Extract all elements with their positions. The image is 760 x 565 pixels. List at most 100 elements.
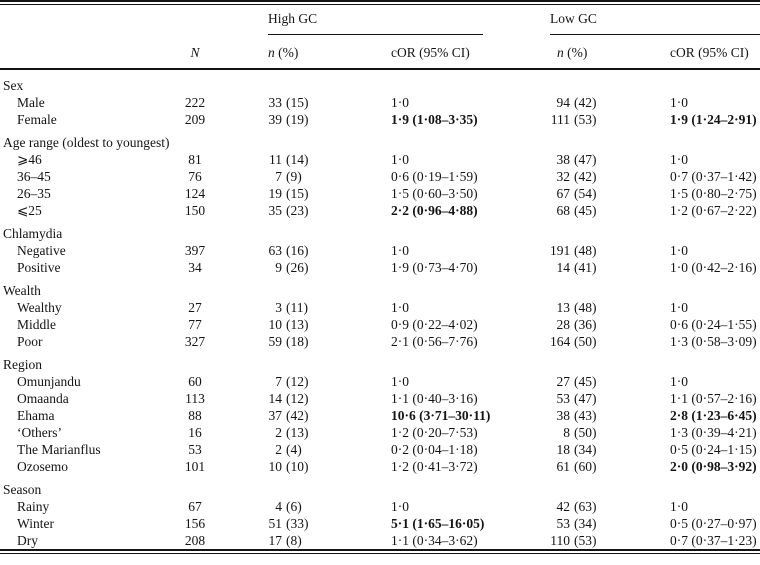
table-row: Ehama 88 37 (42) 10·6 (3·71–30·11) 38 (43)… <box>0 407 760 424</box>
cell-low-n-pct: 8 (50) <box>550 424 666 441</box>
row-label: ‘Others’ <box>17 425 62 440</box>
low-pct-value: (34) <box>574 516 597 531</box>
cell-n-total: 27 <box>188 300 202 315</box>
high-pct-value: (13) <box>286 317 309 332</box>
cell-high-cor: 1·1 (0·40–3·16) <box>391 391 478 406</box>
table-row: ‘Others’ 16 2 (13) 1·2 (0·20–7·53) 8 (50) … <box>0 424 760 441</box>
low-pct-value: (63) <box>574 499 597 514</box>
section-header-row: Chlamydia <box>0 219 760 242</box>
high-cor-column-header: cOR (95% CI) <box>391 35 550 70</box>
high-n-value: 37 <box>268 408 283 423</box>
cell-n-total: 113 <box>185 391 205 406</box>
table-header: High GC Low GC N n (%) cOR (95% CI) n (%… <box>0 5 760 70</box>
cell-low-cor: 1·0 <box>670 95 688 110</box>
table-row: Rainy 67 4 (6) 1·0 42 (63) 1·0 <box>0 498 760 515</box>
high-n-value: 9 <box>275 260 282 275</box>
low-gc-spanner-rule: Low GC <box>550 10 760 35</box>
cell-low-cor: 1·0 <box>670 374 688 389</box>
low-n-value: 27 <box>556 374 571 389</box>
section-label: Age range (oldest to youngest) <box>3 135 170 150</box>
low-pct-value: (45) <box>574 374 597 389</box>
section-label: Season <box>3 482 42 497</box>
cell-high-cor: 1·2 (0·41–3·72) <box>391 459 478 474</box>
high-gc-group-cell: High GC <box>228 5 550 35</box>
high-gc-spanner-rule: High GC <box>268 10 483 35</box>
high-n-value: 7 <box>275 374 282 389</box>
high-n-value: 7 <box>275 169 282 184</box>
low-n-value: 13 <box>556 300 571 315</box>
table-row: Omaanda 113 14 (12) 1·1 (0·40–3·16) 53 (47… <box>0 390 760 407</box>
row-label: 36–45 <box>17 169 51 184</box>
cell-low-cor: 0·7 (0·37–1·42) <box>670 169 757 184</box>
table-row: 26–35 124 19 (15) 1·5 (0·60–3·50) 67 (54) … <box>0 185 760 202</box>
low-gc-group-cell: Low GC <box>550 5 760 35</box>
cell-low-n-pct: 111 (53) <box>550 111 666 128</box>
top-double-rule <box>0 0 760 5</box>
low-n-value: 28 <box>556 317 571 332</box>
cell-low-cor: 2·8 (1·23–6·45) <box>670 408 757 423</box>
cell-low-cor: 1·3 (0·39–4·21) <box>670 425 757 440</box>
low-gc-group-label: Low GC <box>550 11 597 26</box>
low-cor-column-header: cOR (95% CI) <box>666 35 760 70</box>
row-label: Omaanda <box>17 391 69 406</box>
row-label: Rainy <box>17 499 50 514</box>
cell-high-n-pct: 19 (15) <box>228 185 391 202</box>
low-pct-value: (48) <box>574 243 597 258</box>
cell-high-cor: 1·1 (0·34–3·62) <box>391 533 478 548</box>
table-row: Ozosemo 101 10 (10) 1·2 (0·41–3·72) 61 (60… <box>0 458 760 475</box>
high-pct-value: (19) <box>286 112 309 127</box>
low-pct-value: (54) <box>574 186 597 201</box>
cell-high-cor: 5·1 (1·65–16·05) <box>391 516 485 531</box>
cell-high-cor: 0·9 (0·22–4·02) <box>391 317 478 332</box>
high-n-value: 14 <box>268 391 283 406</box>
table-row: The Marianflus 53 2 (4) 0·2 (0·04–1·18) 1… <box>0 441 760 458</box>
low-pct-value: (42) <box>574 169 597 184</box>
low-n-value: 38 <box>556 408 571 423</box>
cell-low-cor: 0·6 (0·24–1·55) <box>670 317 757 332</box>
low-pct-value: (60) <box>574 459 597 474</box>
cell-n-total: 76 <box>188 169 202 184</box>
table-row: Male 222 33 (15) 1·0 94 (42) 1·0 <box>0 94 760 111</box>
cell-low-n-pct: 164 (50) <box>550 333 666 350</box>
low-n-value: 8 <box>563 425 570 440</box>
cell-low-cor: 1·0 <box>670 243 688 258</box>
low-pct-value: (36) <box>574 317 597 332</box>
cell-low-cor: 1·0 <box>670 152 688 167</box>
group-header-row: High GC Low GC <box>0 5 760 35</box>
cell-n-total: 34 <box>188 260 202 275</box>
row-label: 26–35 <box>17 186 51 201</box>
cell-low-cor: 2·0 (0·98–3·92) <box>670 459 757 474</box>
high-pct-value: (6) <box>286 499 302 514</box>
cell-n-total: 150 <box>184 203 206 218</box>
cell-high-n-pct: 33 (15) <box>228 94 391 111</box>
cell-low-cor: 0·5 (0·27–0·97) <box>670 516 757 531</box>
row-label: ⩾46 <box>17 152 42 167</box>
table-row: Winter 156 51 (33) 5·1 (1·65–16·05) 53 (34… <box>0 515 760 532</box>
cell-high-cor: 1·9 (1·08–3·35) <box>391 112 478 127</box>
table-row: 36–45 76 7 (9) 0·6 (0·19–1·59) 32 (42) 0·7… <box>0 168 760 185</box>
table-row: Positive 34 9 (26) 1·9 (0·73–4·70) 14 (41)… <box>0 259 760 276</box>
cell-low-cor: 1·1 (0·57–2·16) <box>670 391 757 406</box>
row-label: Female <box>17 112 57 127</box>
cell-high-cor: 1·0 <box>391 300 409 315</box>
section-header-row: Region <box>0 350 760 373</box>
table-body: Sex Male 222 33 (15) 1·0 94 (42) 1·0 Femal… <box>0 69 760 549</box>
empty-header-cell <box>0 5 162 35</box>
cell-low-n-pct: 53 (47) <box>550 390 666 407</box>
section-label: Chlamydia <box>3 226 63 241</box>
cell-n-total: 156 <box>184 516 206 531</box>
row-label: Negative <box>17 243 66 258</box>
row-label: Positive <box>17 260 61 275</box>
column-header-row: N n (%) cOR (95% CI) n (%) cOR (95% CI) <box>0 35 760 70</box>
cell-n-total: 222 <box>184 95 206 110</box>
low-n-value: 38 <box>556 152 571 167</box>
high-n-value: 2 <box>275 425 282 440</box>
high-n-value: 3 <box>275 300 282 315</box>
low-pct-value: (34) <box>574 442 597 457</box>
cell-low-n-pct: 27 (45) <box>550 373 666 390</box>
row-label: Wealthy <box>17 300 62 315</box>
low-n-value: 42 <box>556 499 571 514</box>
section-header-row: Sex <box>0 69 760 94</box>
low-n-value: 110 <box>550 533 570 548</box>
